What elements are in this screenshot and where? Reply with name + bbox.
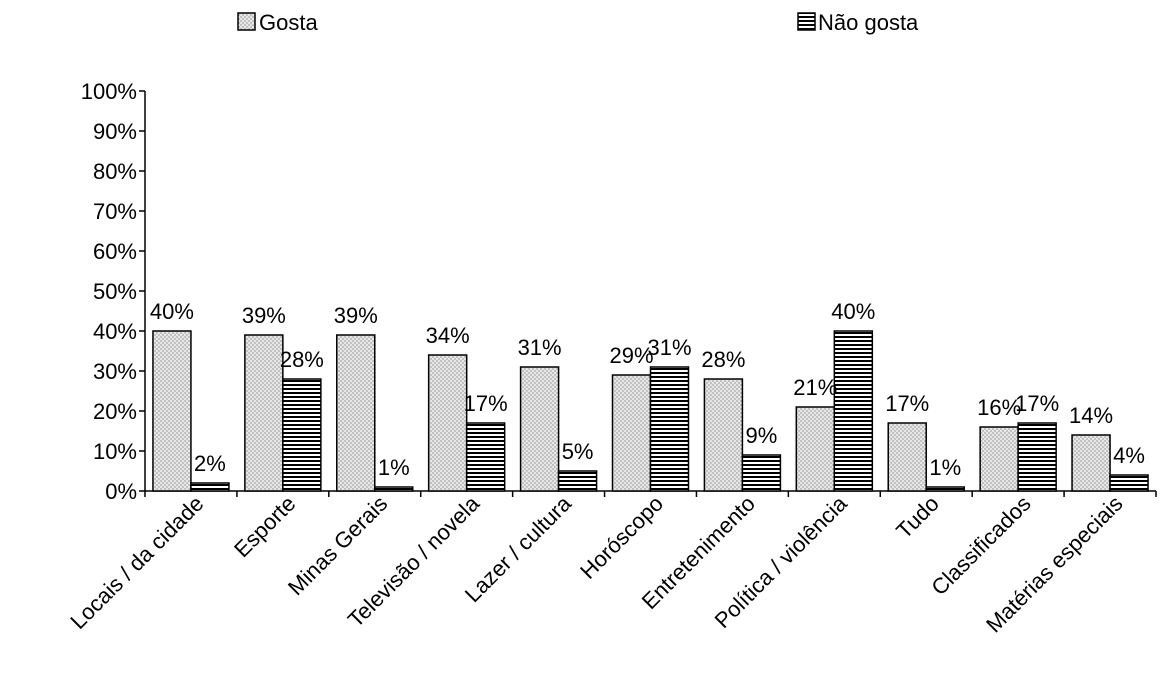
legend-swatch-nao-gosta bbox=[797, 12, 816, 31]
data-label-gosta: 16% bbox=[977, 395, 1021, 420]
bar-gosta bbox=[152, 330, 192, 492]
bar-gosta bbox=[887, 422, 927, 492]
y-tick-label: 70% bbox=[93, 199, 137, 224]
bar-nao-gosta bbox=[374, 486, 414, 492]
bar-gosta bbox=[703, 378, 744, 492]
data-label-nao-gosta: 1% bbox=[378, 455, 410, 480]
data-label-gosta: 29% bbox=[609, 343, 653, 368]
data-label-gosta: 17% bbox=[885, 391, 929, 416]
data-label-nao-gosta: 28% bbox=[280, 347, 324, 372]
y-tick-label: 0% bbox=[105, 479, 137, 504]
bar-nao-gosta bbox=[925, 486, 965, 492]
y-tick-label: 90% bbox=[93, 119, 137, 144]
category-label: Horóscopo bbox=[575, 491, 668, 584]
y-tick-label: 80% bbox=[93, 159, 137, 184]
data-label-nao-gosta: 1% bbox=[929, 455, 961, 480]
bar-gosta bbox=[336, 334, 376, 492]
y-tick-label: 10% bbox=[93, 439, 137, 464]
bar-nao-gosta bbox=[557, 470, 598, 492]
bar-gosta bbox=[979, 426, 1019, 492]
bar-nao-gosta bbox=[282, 378, 322, 492]
legend-label-gosta: Gosta bbox=[259, 10, 318, 35]
legend-item-gosta: Gosta bbox=[237, 10, 318, 35]
legend-item-nao-gosta: Não gosta bbox=[797, 10, 919, 35]
data-label-nao-gosta: 17% bbox=[464, 391, 508, 416]
category-label: Locais / da cidade bbox=[65, 491, 208, 634]
bar-nao-gosta bbox=[190, 482, 230, 492]
data-label-nao-gosta: 31% bbox=[647, 335, 691, 360]
y-tick-label: 20% bbox=[93, 399, 137, 424]
x-axis-ticks bbox=[144, 491, 1157, 497]
data-label-gosta: 14% bbox=[1069, 403, 1113, 428]
bar-gosta bbox=[427, 354, 468, 492]
y-tick-label: 40% bbox=[93, 319, 137, 344]
bar-nao-gosta bbox=[1017, 422, 1057, 492]
bar-nao-gosta bbox=[741, 454, 782, 492]
category-label: Tudo bbox=[891, 491, 944, 544]
bar-nao-gosta bbox=[1109, 474, 1149, 492]
data-label-gosta: 39% bbox=[242, 303, 286, 328]
bars bbox=[152, 330, 1149, 492]
y-tick-label: 50% bbox=[93, 279, 137, 304]
data-label-gosta: 31% bbox=[518, 335, 562, 360]
bar-nao-gosta bbox=[649, 366, 690, 492]
legend: Gosta Não gosta bbox=[237, 10, 919, 35]
bar-nao-gosta bbox=[465, 422, 506, 492]
data-label-nao-gosta: 40% bbox=[831, 299, 875, 324]
data-label-nao-gosta: 17% bbox=[1015, 391, 1059, 416]
data-label-nao-gosta: 4% bbox=[1113, 443, 1145, 468]
bar-gosta bbox=[611, 374, 652, 492]
y-axis-ticks: 0% 10% 20% 30% 40% 50% 60% 70% 80% 90% 100% bbox=[81, 79, 145, 504]
data-label-gosta: 40% bbox=[150, 299, 194, 324]
data-label-gosta: 28% bbox=[701, 347, 745, 372]
category-label: Esporte bbox=[229, 491, 300, 562]
data-label-nao-gosta: 9% bbox=[746, 423, 778, 448]
bar-gosta bbox=[244, 334, 284, 492]
bar-nao-gosta bbox=[833, 330, 874, 492]
legend-label-nao-gosta: Não gosta bbox=[818, 10, 919, 35]
bar-gosta bbox=[795, 406, 836, 492]
data-label-nao-gosta: 2% bbox=[194, 451, 226, 476]
data-label-gosta: 39% bbox=[334, 303, 378, 328]
bar-gosta bbox=[1071, 434, 1111, 492]
data-labels: 40%2%39%28%39%1%34%17%31%5%29%31% 28%9%21… bbox=[150, 299, 1145, 480]
data-label-gosta: 34% bbox=[426, 323, 470, 348]
data-label-nao-gosta: 5% bbox=[562, 439, 594, 464]
bar-gosta bbox=[519, 366, 560, 492]
y-tick-label: 100% bbox=[81, 79, 137, 104]
y-tick-label: 60% bbox=[93, 239, 137, 264]
data-label-gosta: 21% bbox=[793, 375, 837, 400]
legend-swatch-gosta bbox=[237, 12, 256, 31]
y-tick-label: 30% bbox=[93, 359, 137, 384]
